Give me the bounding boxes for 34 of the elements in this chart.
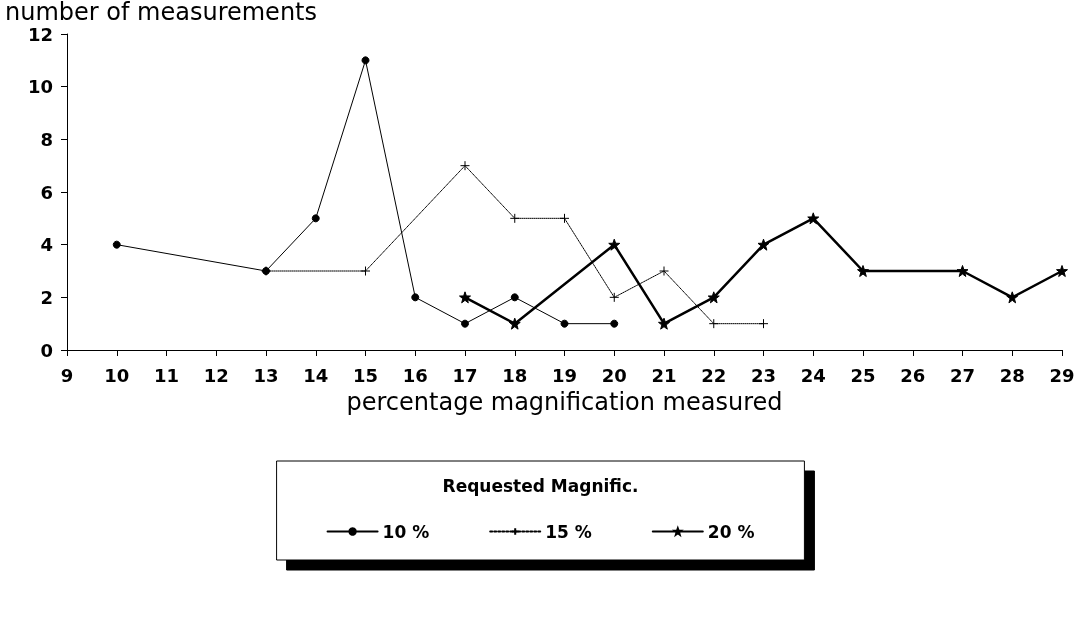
x-tick-label: 9 bbox=[60, 364, 74, 386]
x-tick-label: 23 bbox=[750, 364, 777, 386]
x-tick-label: 21 bbox=[651, 364, 677, 386]
x-tick-label: 12 bbox=[203, 364, 229, 386]
x-tick-label: 14 bbox=[303, 364, 329, 386]
x-tick-label: 13 bbox=[253, 364, 279, 386]
y-tick-label: 2 bbox=[40, 286, 53, 308]
y-tick-label: 10 bbox=[27, 76, 53, 98]
x-tick-label: 16 bbox=[402, 364, 428, 386]
x-axis-title: percentage magnification measured bbox=[346, 388, 783, 416]
legend-label: 20 % bbox=[707, 521, 755, 542]
x-tick-label: 18 bbox=[502, 364, 528, 386]
legend-label: 10 % bbox=[382, 521, 430, 542]
y-tick-label: 4 bbox=[40, 234, 53, 256]
x-tick-label: 17 bbox=[452, 364, 478, 386]
y-tick-label: 12 bbox=[27, 23, 53, 45]
x-tick-label: 27 bbox=[949, 364, 976, 386]
x-tick-label: 11 bbox=[153, 364, 180, 386]
legend-label: 15 % bbox=[545, 521, 592, 542]
x-tick-label: 10 bbox=[104, 364, 130, 386]
x-tick-label: 15 bbox=[352, 364, 379, 386]
x-tick-label: 29 bbox=[1049, 364, 1075, 386]
x-tick-label: 22 bbox=[701, 364, 727, 386]
y-axis-title: number of measurements bbox=[5, 0, 317, 26]
x-tick-label: 26 bbox=[900, 364, 926, 386]
x-tick-label: 24 bbox=[800, 364, 826, 386]
x-tick-label: 25 bbox=[850, 364, 876, 386]
legend-title: Requested Magnific. bbox=[442, 475, 639, 496]
y-tick-label: 8 bbox=[40, 128, 53, 150]
x-tick-label: 28 bbox=[999, 364, 1025, 386]
y-tick-label: 6 bbox=[40, 181, 53, 203]
y-tick-label: 0 bbox=[40, 339, 53, 361]
x-tick-label: 19 bbox=[551, 364, 578, 386]
x-tick-label: 20 bbox=[601, 364, 627, 386]
